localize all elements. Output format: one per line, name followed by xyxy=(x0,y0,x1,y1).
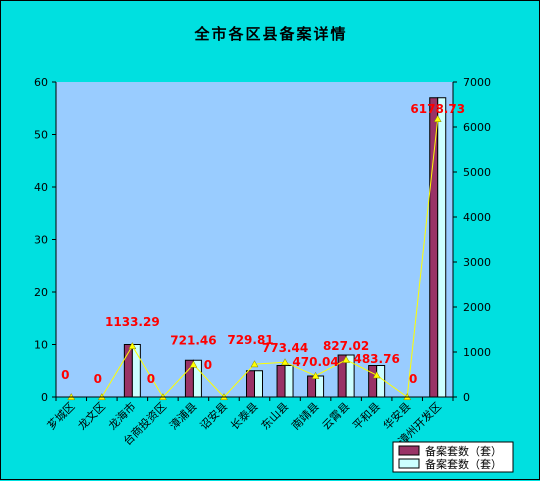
bars xyxy=(123,97,447,398)
category-label-5: 诏安县 xyxy=(197,399,230,432)
category-label-6: 长泰县 xyxy=(227,399,260,432)
data-label-11: 0 xyxy=(409,372,417,386)
category-label-0: 芗城区 xyxy=(45,400,78,433)
legend-label-0: 备案套数（套） xyxy=(425,444,502,458)
legend-swatch-1 xyxy=(398,458,420,469)
data-label-2: 1133.29 xyxy=(105,315,160,329)
category-label-8: 南靖县 xyxy=(289,400,322,433)
data-label-3: 0 xyxy=(147,372,155,386)
bar-1-8 xyxy=(315,375,325,398)
legend: 备案套数（套）备案套数（套） xyxy=(392,441,514,473)
data-label-6: 729.81 xyxy=(227,333,273,347)
data-label-12: 6178.73 xyxy=(410,102,465,116)
data-label-10: 483.76 xyxy=(353,352,399,366)
data-label-4: 721.46 xyxy=(170,334,216,348)
bar-0-12 xyxy=(429,97,439,398)
chart-title: 全市各区县备案详情 xyxy=(193,25,347,43)
y-right-tick-label-0: 0 xyxy=(463,391,470,404)
data-label-7: 773.44 xyxy=(262,341,308,355)
y-left-tick-label-2: 20 xyxy=(34,286,48,299)
y-left-tick-label-5: 50 xyxy=(34,129,48,142)
category-label-4: 漳浦县 xyxy=(166,399,199,432)
line-point-7 xyxy=(281,358,289,366)
line-point-8 xyxy=(311,371,320,379)
y-left-tick-label-0: 0 xyxy=(41,391,48,404)
data-label-1: 0 xyxy=(94,372,102,386)
category-label-7: 东山县 xyxy=(259,400,292,433)
category-label-1: 龙文区 xyxy=(75,399,108,432)
line-point-9 xyxy=(342,355,351,363)
data-label-5: 0 xyxy=(204,358,212,372)
y-left-tick-label-6: 60 xyxy=(34,76,48,89)
data-label-8: 470.04 xyxy=(292,355,338,369)
y-right-tick-label-4: 4000 xyxy=(463,211,491,224)
category-labels: 芗城区龙文区龙海市台商投资区漳浦县诏安县长泰县东山县南靖县云霄县平和县华安县漳州… xyxy=(45,399,444,448)
y-right-tick-label-7: 7000 xyxy=(463,76,491,89)
bar-0-7 xyxy=(276,365,286,398)
y-right-tick-label-5: 5000 xyxy=(463,166,491,179)
bar-0-10 xyxy=(368,365,378,398)
bar-1-6 xyxy=(254,370,263,398)
y-left-tick-label-3: 30 xyxy=(34,234,48,247)
plot-background xyxy=(56,82,453,397)
y-right-tick-label-3: 3000 xyxy=(463,256,491,269)
bar-1-7 xyxy=(284,365,294,398)
bar-0-8 xyxy=(307,375,317,398)
y-right-tick-label-6: 6000 xyxy=(463,121,491,134)
data-label-9: 827.02 xyxy=(323,339,369,353)
category-label-10: 平和县 xyxy=(350,400,383,433)
y-left-tick-label-4: 40 xyxy=(34,181,48,194)
legend-label-1: 备案套数（套） xyxy=(425,457,502,471)
bar-1-12 xyxy=(437,97,447,398)
bar-0-6 xyxy=(246,370,255,398)
legend-swatch-0 xyxy=(398,445,420,456)
y-left-tick-label-1: 10 xyxy=(34,339,48,352)
data-label-0: 0 xyxy=(61,368,69,382)
line-point-12 xyxy=(433,114,442,123)
y-right-tick-label-2: 2000 xyxy=(463,301,491,314)
bar-1-10 xyxy=(376,365,386,398)
line-point-6 xyxy=(250,360,259,368)
line-point-2 xyxy=(128,341,137,350)
y-right-tick-label-1: 1000 xyxy=(463,346,491,359)
axes: 0 10 20 30 40 50 60 0 1000 2000 3000 4000 5000 6000 70… xyxy=(34,76,491,404)
line-point-4 xyxy=(189,360,198,368)
line-point-10 xyxy=(372,371,381,379)
category-label-9: 云霄县 xyxy=(320,400,353,433)
plot-area xyxy=(56,82,453,397)
